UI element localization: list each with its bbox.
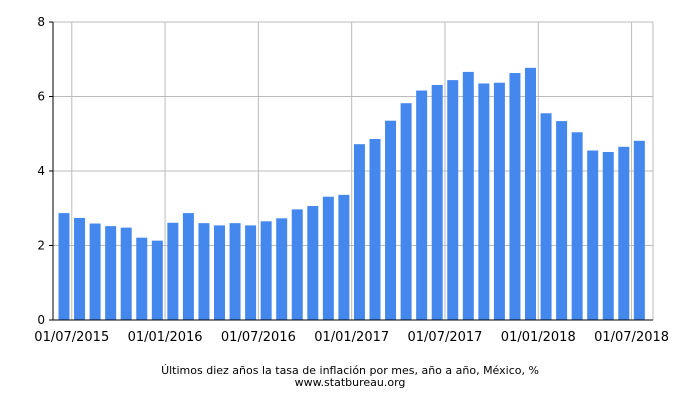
bar-2016-05: [229, 223, 241, 320]
x-tick-label: 01/01/2017: [314, 330, 389, 345]
bar-2017-11: [509, 73, 521, 320]
bar-2017-12: [525, 67, 536, 320]
x-tick-label: 01/07/2016: [221, 330, 296, 345]
x-tick-label: 01/01/2018: [501, 330, 576, 345]
chart-title: Últimos diez años la tasa de inflación p…: [161, 364, 539, 377]
bar-2018-01: [540, 113, 552, 320]
x-tick-label: 01/01/2016: [128, 330, 203, 345]
bar-2016-09: [291, 209, 303, 320]
bar-2015-10: [120, 227, 132, 320]
bar-2016-07: [260, 221, 272, 320]
bar-2018-04: [587, 150, 599, 320]
bar-2018-07: [633, 140, 645, 320]
bar-2017-05: [416, 90, 428, 320]
y-tick-label: 4: [37, 164, 45, 178]
x-tick-label: 01/07/2017: [408, 330, 483, 345]
bar-2017-03: [385, 120, 397, 321]
bar-2016-01: [167, 222, 179, 320]
bar-2015-11: [136, 237, 148, 320]
chart-source: www.statbureau.org: [294, 376, 406, 389]
bar-2018-03: [571, 132, 583, 320]
y-tick-label: 2: [37, 239, 45, 253]
bar-2015-12: [151, 240, 163, 320]
y-tick-label: 0: [37, 313, 45, 327]
bar-2017-01: [353, 144, 365, 320]
bar-2015-06: [58, 213, 70, 320]
bars: [58, 67, 645, 321]
bar-2016-06: [245, 225, 257, 320]
y-tick-label: 8: [37, 15, 45, 29]
grid: [53, 21, 654, 320]
bar-2016-10: [307, 206, 319, 320]
bar-2017-09: [478, 83, 490, 321]
axes: 0 2 4 6 8 01/07/2015 01/01/2016 01/07/2016 01/01…: [34, 15, 669, 345]
bar-2016-08: [276, 218, 288, 320]
bar-2016-03: [198, 223, 210, 320]
bar-2017-02: [369, 138, 381, 320]
bar-2018-05: [602, 152, 614, 320]
bar-2015-09: [105, 226, 117, 320]
bar-2016-02: [182, 213, 194, 320]
bar-2016-04: [214, 225, 225, 320]
bar-2018-06: [618, 146, 630, 320]
x-tick-label: 01/07/2018: [594, 330, 669, 345]
bar-2017-08: [462, 71, 474, 320]
bar-2017-10: [493, 82, 505, 320]
y-tick-label: 6: [37, 90, 45, 104]
bar-2018-02: [556, 121, 568, 321]
bar-2017-06: [431, 84, 443, 320]
bar-2015-07: [74, 217, 86, 320]
bar-2016-12: [338, 194, 350, 320]
bar-2017-04: [400, 103, 412, 320]
x-tick-label: 01/07/2015: [34, 330, 109, 345]
bar-2016-11: [322, 196, 334, 320]
bar-2015-08: [89, 223, 101, 320]
bar-2017-07: [447, 80, 459, 320]
